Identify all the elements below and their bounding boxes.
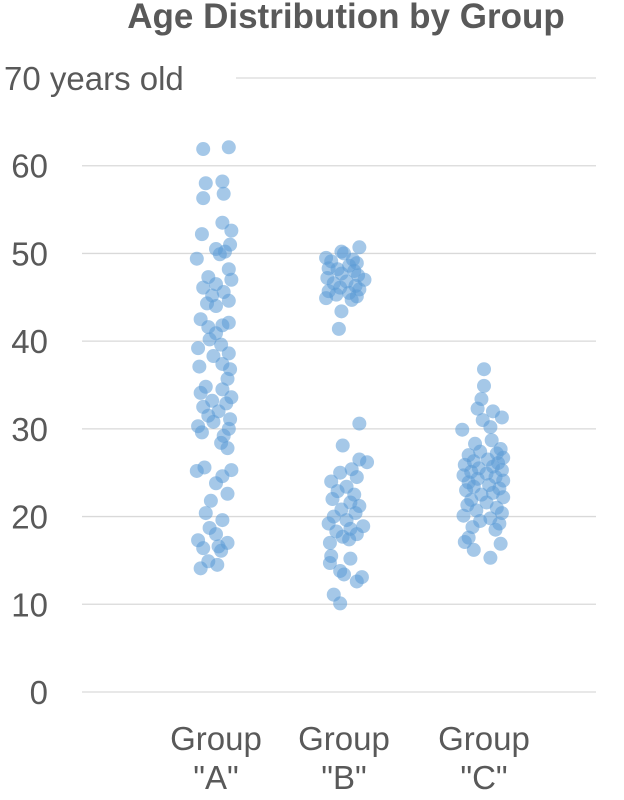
data-point: [322, 556, 337, 571]
data-point: [349, 470, 364, 485]
data-point: [494, 410, 509, 425]
data-point: [221, 140, 236, 155]
data-point: [196, 541, 211, 556]
data-point: [333, 596, 348, 611]
data-point: [198, 506, 213, 521]
data-point: [496, 490, 511, 505]
data-point: [466, 542, 481, 557]
data-point: [488, 522, 503, 537]
data-point: [202, 332, 217, 347]
data-point: [337, 567, 351, 582]
data-point: [206, 349, 221, 364]
data-point: [215, 513, 230, 528]
data-point: [216, 186, 231, 201]
data-point: [455, 422, 470, 437]
data-point: [220, 371, 235, 386]
data-point: [215, 215, 230, 230]
data-points: [189, 140, 511, 611]
data-point: [470, 401, 485, 416]
y-tick-label: 70 years old: [4, 60, 184, 97]
data-point: [477, 362, 491, 377]
x-category-label-line1: Group: [438, 720, 530, 757]
data-point: [352, 240, 367, 255]
x-category-label-line2: "A": [193, 759, 238, 796]
data-point: [465, 520, 480, 535]
data-point: [325, 492, 340, 507]
x-category-label-line2: "C": [460, 759, 507, 796]
data-point: [484, 433, 499, 448]
data-point: [221, 346, 236, 361]
y-tick-label: 10: [11, 586, 48, 623]
y-tick-label: 30: [11, 411, 48, 448]
data-point: [319, 291, 334, 306]
y-tick-label: 60: [11, 148, 48, 185]
data-point: [212, 247, 227, 262]
data-point: [335, 438, 350, 453]
data-point: [210, 557, 225, 572]
data-point: [215, 174, 230, 189]
chart-title: Age Distribution by Group: [127, 0, 564, 36]
data-point: [483, 420, 498, 435]
data-point: [196, 191, 211, 206]
data-point: [191, 341, 206, 356]
data-point: [343, 551, 358, 566]
data-point: [457, 535, 472, 550]
data-point: [215, 382, 230, 397]
x-category-label-line2: "B": [321, 759, 366, 796]
y-tick-label: 40: [11, 323, 48, 360]
data-point: [483, 550, 498, 565]
data-point: [344, 292, 359, 307]
y-tick-label: 50: [11, 235, 48, 272]
data-point: [456, 508, 471, 523]
data-point: [209, 476, 223, 491]
data-point: [196, 142, 211, 157]
y-tick-label: 0: [30, 674, 48, 711]
data-point: [349, 574, 364, 589]
data-point: [196, 280, 211, 295]
data-point: [221, 262, 236, 277]
data-point: [194, 227, 209, 242]
data-point: [206, 414, 221, 429]
data-point: [220, 441, 235, 456]
data-point: [342, 532, 357, 547]
data-point: [334, 304, 349, 319]
data-point: [192, 359, 207, 374]
data-point: [322, 535, 337, 550]
data-point: [214, 543, 229, 558]
data-point: [194, 425, 209, 440]
y-tick-label: 20: [11, 499, 48, 536]
data-point: [493, 536, 508, 551]
data-point: [331, 321, 346, 336]
x-category-label-line1: Group: [298, 720, 390, 757]
data-point: [469, 503, 484, 518]
data-point: [198, 176, 213, 191]
data-point: [193, 561, 208, 576]
x-category-label-line1: Group: [170, 720, 262, 757]
data-point: [224, 223, 239, 238]
x-axis-category-labels: Group"A"Group"B"Group"C": [170, 720, 530, 796]
data-point: [189, 251, 204, 266]
data-point: [189, 463, 204, 478]
data-point: [360, 455, 375, 470]
data-point: [352, 416, 367, 431]
data-point: [221, 293, 236, 308]
data-point: [209, 527, 223, 542]
y-axis-tick-labels: 0 10 20 30 40 50 60 70 years old: [4, 60, 184, 711]
data-point: [193, 385, 208, 400]
data-point: [494, 506, 509, 521]
data-point: [477, 378, 491, 393]
data-point: [224, 272, 239, 287]
data-point: [209, 299, 223, 314]
data-point: [220, 486, 235, 501]
data-point: [203, 493, 218, 508]
data-point: [333, 465, 348, 480]
